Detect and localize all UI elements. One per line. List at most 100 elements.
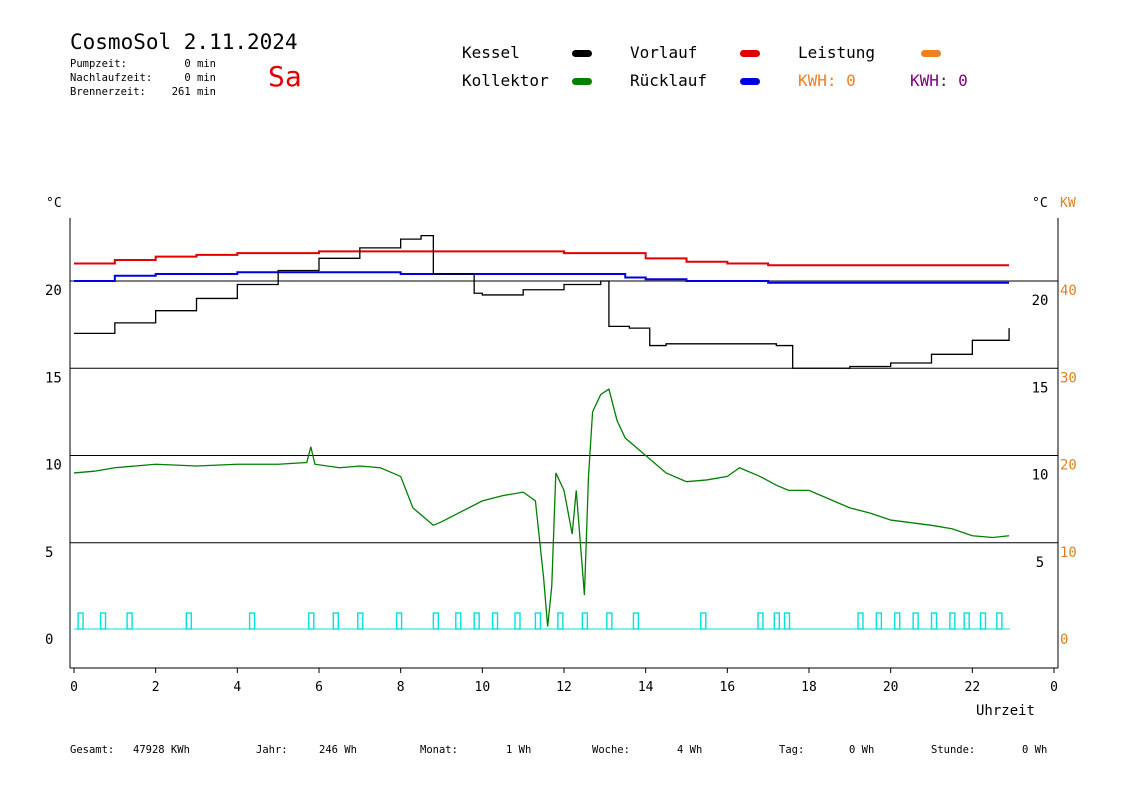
pump-pulse	[332, 612, 339, 630]
pump-pulse	[514, 612, 521, 630]
right-kw-tick-label: 40	[1060, 283, 1077, 299]
pump-pulse	[979, 612, 987, 630]
x-axis-title: Uhrzeit	[976, 703, 1035, 719]
footer-tag-value: 0 Wh	[849, 744, 875, 756]
left-axis-unit: °C	[46, 196, 62, 211]
pump-pulse	[930, 612, 938, 630]
series-kollektor	[73, 388, 1010, 627]
right-kw-tick-label: 30	[1060, 370, 1077, 386]
legend-leistung-label: Leistung	[798, 43, 876, 62]
stat-brennerzeit-value: 261 min	[171, 86, 216, 98]
pump-pulse	[894, 612, 901, 630]
footer-gesamt-label: Gesamt:	[70, 744, 115, 756]
footer-jahr-label: Jahr:	[256, 744, 288, 756]
pump-pulse	[949, 612, 956, 630]
pump-pulse	[857, 612, 864, 630]
pump-pulse	[875, 612, 883, 630]
left-tick-label: 15	[45, 370, 62, 386]
pump-pulse	[473, 612, 480, 630]
footer-monat-value: 1 Wh	[506, 744, 532, 756]
footer-jahr-value: 246 Wh	[319, 744, 357, 756]
left-tick-label: 5	[45, 545, 53, 561]
x-tick-label: 16	[720, 680, 736, 695]
footer-stunde-value: 0 Wh	[1022, 744, 1048, 756]
pump-pulse	[99, 612, 107, 630]
left-tick-label: 20	[45, 283, 62, 299]
series-kessel	[74, 234, 1010, 369]
pump-pulse	[632, 612, 640, 630]
footer-woche-label: Woche:	[592, 744, 630, 756]
x-tick-label: 2	[152, 680, 160, 695]
x-tick-label: 12	[556, 680, 572, 695]
pump-pulse	[185, 612, 192, 630]
pump-pulse	[783, 612, 791, 630]
right-axis-unit-celsius: °C	[1032, 196, 1048, 211]
pump-pulse	[455, 612, 462, 630]
legend-kollektor-label: Kollektor	[462, 71, 549, 90]
footer-tag-label: Tag:	[779, 744, 805, 756]
series-ruecklauf	[74, 271, 1010, 284]
footer-monat-label: Monat:	[420, 744, 458, 756]
legend-kessel-label: Kessel	[462, 43, 520, 62]
right-celsius-tick-label: 20	[1032, 293, 1049, 309]
pump-pulse	[534, 612, 542, 630]
footer-stunde-label: Stunde:	[931, 744, 976, 756]
stat-pumpzeit-label: Pumpzeit:	[70, 58, 127, 70]
pump-pulse	[308, 612, 315, 630]
x-tick-label: 22	[965, 680, 981, 695]
pump-pulse	[126, 612, 133, 630]
pump-pulse	[557, 612, 564, 630]
x-tick-label: 4	[233, 680, 241, 695]
pump-pulse	[581, 612, 589, 630]
series-vorlauf	[74, 250, 1010, 267]
x-tick-label: 14	[638, 680, 654, 695]
right-celsius-tick-label: 15	[1032, 380, 1049, 396]
stat-nachlaufzeit-label: Nachlaufzeit:	[70, 72, 153, 84]
pump-pulse	[357, 612, 364, 630]
left-tick-label: 10	[45, 458, 62, 474]
legend-vorlauf-swatch	[740, 50, 760, 57]
right-celsius-tick-label: 5	[1036, 555, 1044, 571]
right-kw-tick-label: 0	[1060, 632, 1068, 648]
footer-gesamt-value: 47928 KWh	[133, 744, 190, 756]
pump-pulses	[74, 612, 1010, 630]
pump-pulse	[912, 612, 919, 630]
tick-labels: 0 2 4 6 8 10 12 14 16 18 20 22 0 Uhrzeit 0 5 10 15 20 °C 5 10…	[45, 196, 1077, 719]
right-celsius-tick-label: 10	[1032, 468, 1049, 484]
legend-kwh-purple: KWH: 0	[910, 71, 968, 90]
pump-pulse	[395, 612, 403, 630]
pump-pulse	[248, 612, 256, 630]
pump-pulse	[700, 612, 707, 630]
x-tick-label: 20	[883, 680, 899, 695]
legend-vorlauf-label: Vorlauf	[630, 43, 698, 62]
weekday-label: Sa	[268, 60, 302, 93]
pump-pulse	[77, 612, 84, 630]
right-kw-tick-label: 20	[1060, 458, 1077, 474]
legend-kwh-orange: KWH: 0	[798, 71, 856, 90]
legend-ruecklauf-label: Rücklauf	[630, 71, 708, 90]
legend-kollektor-swatch	[572, 78, 592, 85]
stat-nachlaufzeit-value: 0 min	[184, 72, 216, 84]
x-tick-label: 0	[70, 680, 78, 695]
footer-woche-value: 4 Wh	[677, 744, 703, 756]
pump-pulse	[757, 612, 764, 630]
series-lines	[73, 234, 1010, 627]
chart-title: CosmoSol 2.11.2024	[70, 30, 298, 54]
stat-brennerzeit-label: Brennerzeit:	[70, 86, 146, 98]
pump-pulse	[606, 612, 613, 630]
legend-kessel-swatch	[572, 50, 592, 57]
x-tick-label: 10	[475, 680, 491, 695]
right-axis-unit-kw: KW	[1060, 196, 1076, 211]
pump-pulse	[491, 612, 499, 630]
x-tick-label: 0	[1050, 680, 1058, 695]
right-kw-tick-label: 10	[1060, 545, 1077, 561]
pump-pulse	[996, 612, 1003, 630]
left-tick-label: 0	[45, 632, 53, 648]
gridlines	[70, 280, 1058, 544]
legend-ruecklauf-swatch	[740, 78, 760, 85]
pump-pulse	[432, 612, 440, 630]
stat-pumpzeit-value: 0 min	[184, 58, 216, 70]
x-tick-label: 6	[315, 680, 323, 695]
legend-leistung-swatch	[921, 50, 941, 57]
